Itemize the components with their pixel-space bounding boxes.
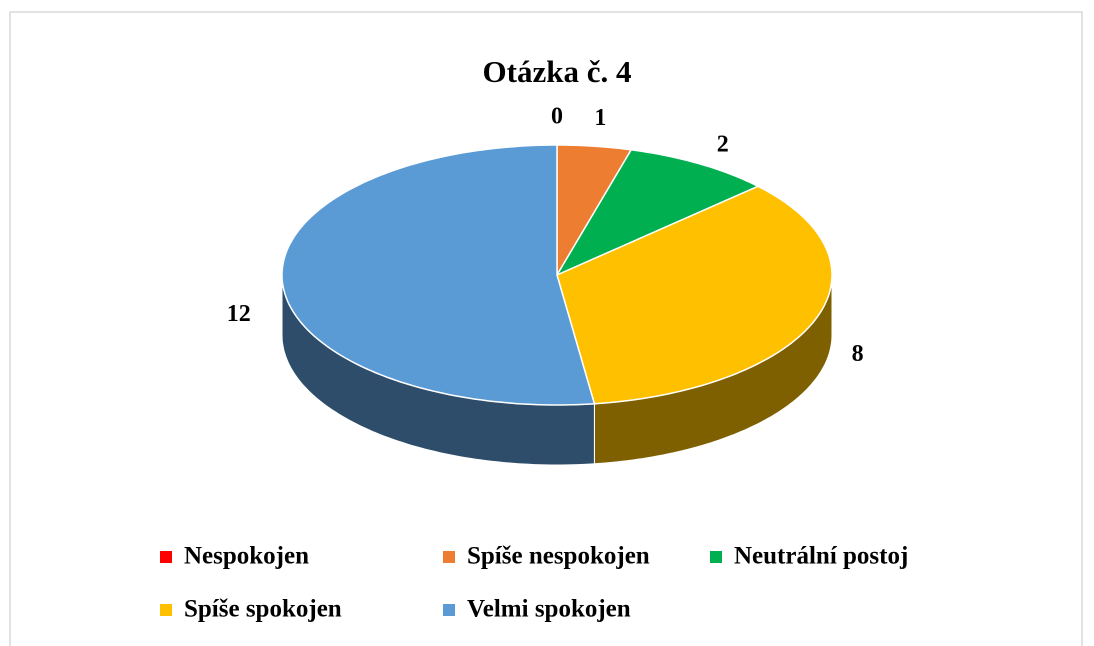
data-label: 2 [717,132,729,158]
legend-label: Spíše spokojen [184,596,342,623]
data-label: 0 [551,104,563,130]
legend-marker [160,604,172,616]
legend-label: Neutrální postoj [734,543,908,570]
pie-slice [555,148,760,277]
legend-marker [443,551,455,563]
pie-slice [281,144,596,406]
pie-slice [556,185,833,405]
data-label: 8 [852,341,864,367]
data-label: 12 [227,301,251,327]
legend-marker [443,604,455,616]
legend-marker [710,551,722,563]
chart-title: Otázka č. 4 [483,54,632,89]
legend-label: Nespokojen [184,543,309,570]
legend-label: Velmi spokojen [467,596,631,623]
data-label: 1 [594,105,606,131]
legend-marker [160,551,172,563]
legend-label: Spíše nespokojen [467,543,650,570]
